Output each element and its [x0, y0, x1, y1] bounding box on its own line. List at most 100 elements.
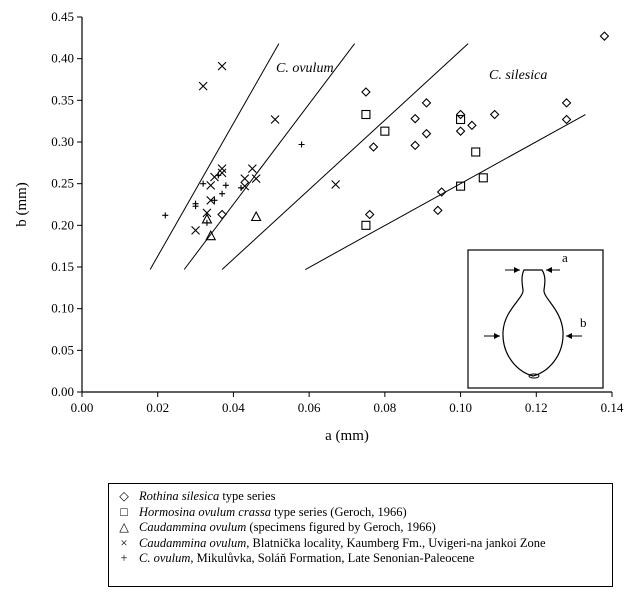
data-point-diamond	[561, 114, 572, 125]
x-tick-label: 0.12	[525, 400, 548, 415]
data-point-square	[361, 220, 371, 230]
arrowhead-a-left	[514, 267, 520, 273]
data-point-diamond	[489, 109, 500, 120]
x-axis-label: a (mm)	[325, 428, 369, 444]
data-point-x	[240, 181, 250, 191]
x-tick-label: 0.06	[298, 400, 321, 415]
data-point-square	[361, 109, 371, 120]
data-point-x	[206, 195, 216, 205]
legend: ◇ Rothina silesica type series □ Hormosina …	[108, 483, 613, 587]
y-tick-label: 0.05	[51, 342, 74, 357]
y-tick-label: 0.35	[51, 92, 74, 107]
data-point-x	[270, 115, 280, 124]
data-point-plus	[162, 212, 169, 219]
legend-text: Caudammina ovulum, Blatnička locality, K…	[139, 536, 546, 552]
data-points	[162, 31, 610, 241]
fit-line-1	[149, 43, 280, 270]
y-tick-label: 0.30	[51, 134, 74, 149]
data-point-diamond	[436, 187, 447, 197]
data-point-square	[456, 114, 466, 125]
data-point-diamond	[421, 128, 432, 139]
legend-marker-icon: +	[120, 551, 128, 566]
annotation-c-silesica: C. silesica	[489, 68, 547, 83]
legend-taxon-name: Caudammina ovulum	[139, 535, 247, 550]
legend-taxon-name: Rothina silesica	[139, 489, 220, 503]
annotation-c-ovulum: C. ovulum	[276, 61, 334, 76]
data-point-x	[217, 164, 227, 174]
data-point-diamond	[410, 140, 420, 151]
data-point-x	[210, 172, 219, 182]
fit-line-3	[221, 43, 469, 270]
data-point-diamond	[467, 120, 477, 131]
data-point-square	[478, 173, 488, 183]
fit-line-2	[183, 43, 355, 270]
legend-description: type series	[219, 489, 276, 503]
legend-item: × Caudammina ovulum, Blatnička locality, …	[117, 536, 604, 552]
test-base	[528, 373, 540, 379]
data-point-diamond	[599, 31, 610, 41]
y-ticks: 0.00 0.05 0.10 0.15 0.20 0.25 0.30 0.35 0.40 0.45	[51, 9, 82, 399]
data-point-triangle	[205, 229, 217, 241]
scatter-chart: 0.00 0.05 0.10 0.15 0.20 0.25 0.30 0.35 0.40 0.45…	[14, 9, 624, 444]
data-point-x	[198, 81, 208, 91]
y-axis-label: b (mm)	[14, 182, 30, 227]
inset-label-b: b	[580, 315, 587, 330]
y-tick-label: 0.00	[51, 384, 74, 399]
y-tick-label: 0.25	[51, 176, 74, 191]
axes	[81, 17, 612, 393]
inset-diagram: a b	[467, 249, 604, 389]
data-point-diamond	[361, 87, 371, 97]
y-tick-label: 0.15	[51, 259, 74, 274]
y-tick-label: 0.45	[51, 9, 74, 24]
data-point-plus	[215, 172, 222, 179]
arrowhead-b-left	[494, 333, 500, 339]
x-tick-label: 0.02	[146, 400, 169, 415]
data-point-diamond	[364, 209, 375, 220]
inset-label-a: a	[562, 250, 568, 265]
legend-text: Rothina silesica type series	[139, 489, 275, 505]
data-point-plus	[222, 182, 229, 189]
data-point-plus	[298, 141, 305, 148]
data-point-x	[251, 174, 261, 184]
data-point-diamond	[455, 126, 466, 136]
data-point-diamond	[410, 113, 420, 124]
legend-text: Caudammina ovulum (specimens figured by …	[139, 520, 436, 536]
legend-description: (specimens figured by Geroch, 1966)	[246, 520, 436, 535]
data-point-triangle	[250, 210, 262, 222]
legend-description: type series (Geroch, 1966)	[270, 504, 407, 519]
legend-item: △ Caudammina ovulum (specimens figured by…	[117, 520, 604, 536]
arrowhead-a-right	[546, 267, 552, 273]
legend-taxon-name: Hormosina ovulum crassa	[139, 504, 271, 519]
data-point-plus	[219, 190, 226, 197]
x-tick-label: 0.08	[373, 400, 396, 415]
legend-marker-icon: □	[120, 504, 128, 519]
data-point-plus	[211, 197, 218, 204]
x-tick-label: 0.00	[71, 400, 94, 415]
data-point-diamond	[421, 98, 432, 108]
legend-item: + C. ovulum, Mikulůvka, Soláň Formation, …	[117, 551, 604, 567]
legend-item: □ Hormosina ovulum crassa type series (Ge…	[117, 505, 604, 521]
arrowhead-b-right	[566, 333, 572, 339]
x-tick-label: 0.10	[449, 400, 472, 415]
legend-taxon-name: C. ovulum	[139, 551, 191, 566]
data-point-square	[471, 147, 481, 157]
data-point-square	[456, 181, 466, 191]
legend-marker-icon: ×	[120, 535, 128, 550]
data-point-x	[331, 180, 341, 189]
legend-description: , Mikulůvka, Soláň Formation, Late Senon…	[190, 551, 475, 566]
data-point-plus	[238, 184, 244, 191]
y-tick-label: 0.10	[51, 301, 74, 316]
data-point-diamond	[433, 205, 443, 216]
x-ticks: 0.00 0.02 0.04 0.06 0.08 0.10 0.12 0.14	[71, 392, 624, 415]
y-tick-label: 0.40	[51, 51, 74, 66]
data-point-diamond	[455, 109, 466, 120]
legend-taxon-name: Caudammina ovulum	[139, 520, 247, 535]
data-point-x	[217, 61, 227, 71]
data-point-plus	[203, 219, 210, 226]
data-point-x	[240, 174, 250, 184]
data-point-diamond	[217, 209, 227, 220]
legend-marker-icon: ◇	[119, 489, 129, 503]
data-point-x	[206, 180, 216, 190]
y-tick-label: 0.20	[51, 217, 74, 232]
data-point-diamond	[368, 142, 379, 152]
